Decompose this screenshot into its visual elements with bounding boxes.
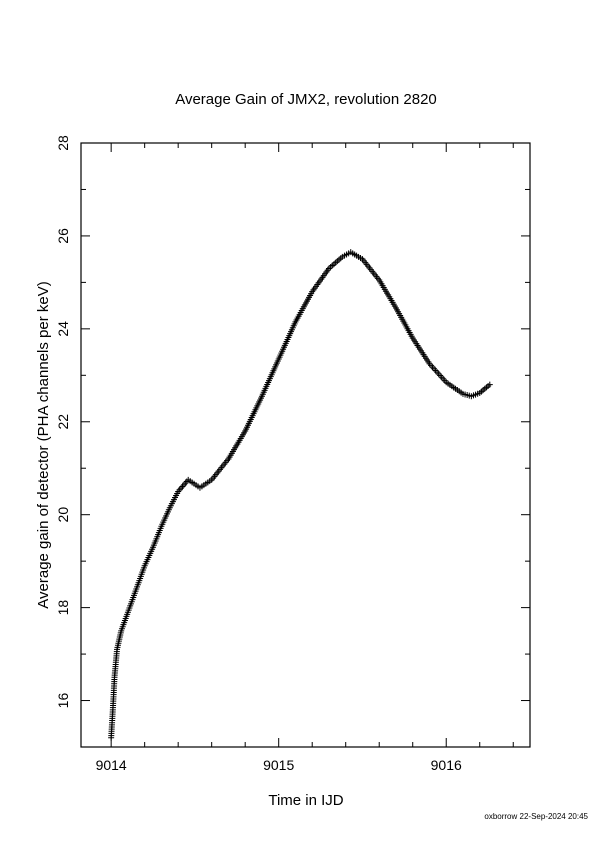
footer-credit: oxborrow 22-Sep-2024 20:45 (484, 812, 588, 821)
y-tick-label: 20 (55, 507, 71, 523)
x-tick-label: 9014 (96, 757, 127, 773)
x-axis-label: Time in IJD (268, 792, 343, 809)
data-point (486, 381, 493, 388)
plot-frame (80, 142, 531, 748)
x-tick-label: 9015 (263, 757, 294, 773)
y-tick-label: 26 (55, 228, 71, 244)
x-axis-ticks: 9014 9015 9016 (96, 143, 514, 773)
y-tick-label: 18 (55, 600, 71, 616)
y-axis-ticks: 16 18 20 22 24 26 28 (55, 135, 530, 748)
y-tick-label: 24 (55, 321, 71, 337)
data-series (108, 249, 493, 741)
y-tick-label: 22 (55, 414, 71, 430)
y-tick-label: 28 (55, 135, 71, 151)
y-axis-label: Average gain of detector (PHA channels p… (35, 281, 52, 608)
y-tick-label: 16 (55, 693, 71, 709)
chart-title: Average Gain of JMX2, revolution 2820 (175, 91, 437, 108)
x-tick-label: 9016 (431, 757, 462, 773)
